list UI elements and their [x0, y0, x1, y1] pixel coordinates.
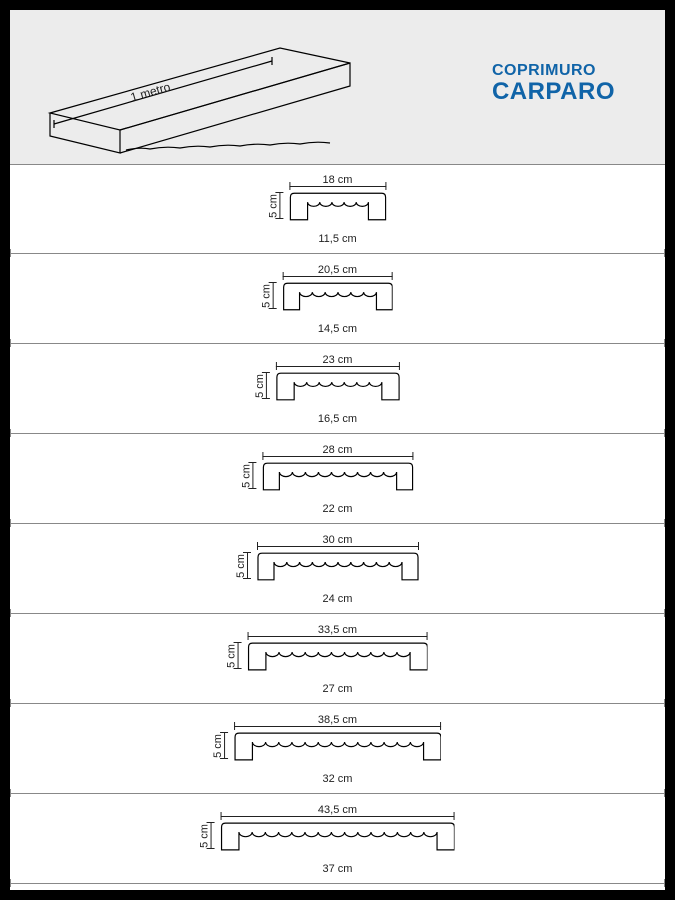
- page-frame: 1 metro COPRIMURO CARPARO 18 cm 5 cm 11,5 …: [10, 10, 665, 890]
- dim-line-top: [289, 186, 386, 187]
- dim-line-top: [262, 456, 413, 457]
- dim-bottom-label: 16,5 cm: [318, 413, 357, 425]
- dim-top-label: 38,5 cm: [318, 714, 357, 726]
- profile-row: 20,5 cm 5 cm 14,5 cm: [10, 254, 665, 344]
- dim-left-label: 5 cm: [225, 644, 237, 668]
- profile-cross-section: [289, 192, 386, 221]
- hero-3d-illustration: [30, 28, 360, 158]
- profile-cross-section: [262, 462, 413, 491]
- row-tick-right: [664, 879, 665, 887]
- header-panel: 1 metro COPRIMURO CARPARO: [10, 10, 665, 164]
- dim-top-label: 23 cm: [323, 354, 353, 366]
- profile-cross-section: [275, 372, 399, 401]
- profile-wrap: 43,5 cm5 cm37 cm: [220, 822, 455, 873]
- dim-bottom-label: 32 cm: [323, 773, 353, 785]
- profile-wrap: 33,5 cm5 cm27 cm: [247, 642, 428, 693]
- dim-bottom-label: 22 cm: [323, 503, 353, 515]
- dim-bottom-label: 11,5 cm: [318, 233, 356, 245]
- dim-top-label: 20,5 cm: [318, 264, 357, 276]
- profile-row: 38,5 cm 5 cm 32 cm: [10, 704, 665, 794]
- profile-rows: 18 cm 5 cm 11,5 cm 20,5 cm 5 cm 14,5 cm 23 cm 5…: [10, 164, 665, 884]
- dim-left-label: 5 cm: [211, 734, 223, 758]
- profile-wrap: 20,5 cm5 cm14,5 cm: [282, 282, 393, 333]
- dim-top-label: 18 cm: [323, 174, 353, 186]
- profile-row: 18 cm 5 cm 11,5 cm: [10, 164, 665, 254]
- profile-cross-section: [234, 732, 442, 761]
- profile-wrap: 38,5 cm5 cm32 cm: [234, 732, 442, 783]
- dim-line-top: [247, 636, 428, 637]
- profile-wrap: 23 cm5 cm16,5 cm: [275, 372, 399, 423]
- dim-bottom-label: 24 cm: [323, 593, 353, 605]
- dim-top-label: 43,5 cm: [318, 804, 357, 816]
- profile-wrap: 18 cm5 cm11,5 cm: [289, 192, 386, 243]
- profile-cross-section: [220, 822, 455, 851]
- dim-line-top: [220, 816, 455, 817]
- dim-left-label: 5 cm: [253, 374, 265, 398]
- dim-top-label: 33,5 cm: [318, 624, 357, 636]
- dim-left-label: 5 cm: [267, 194, 279, 218]
- row-tick-left: [10, 879, 11, 887]
- dim-line-top: [234, 726, 442, 727]
- title-block: COPRIMURO CARPARO: [492, 62, 615, 106]
- profile-cross-section: [257, 552, 419, 581]
- profile-row: 30 cm 5 cm 24 cm: [10, 524, 665, 614]
- profile-row: 28 cm 5 cm 22 cm: [10, 434, 665, 524]
- profile-wrap: 30 cm5 cm24 cm: [257, 552, 419, 603]
- dim-bottom-label: 27 cm: [323, 683, 353, 695]
- dim-left-label: 5 cm: [234, 554, 246, 578]
- dim-line-top: [257, 546, 419, 547]
- dim-left-label: 5 cm: [260, 284, 272, 308]
- dim-left-label: 5 cm: [198, 824, 210, 848]
- dim-top-label: 28 cm: [323, 444, 353, 456]
- profile-cross-section: [282, 282, 393, 311]
- profile-cross-section: [247, 642, 428, 671]
- dim-top-label: 30 cm: [323, 534, 353, 546]
- dim-line-top: [282, 276, 393, 277]
- profile-wrap: 28 cm5 cm22 cm: [262, 462, 413, 513]
- dim-bottom-label: 14,5 cm: [318, 323, 357, 335]
- dim-bottom-label: 37 cm: [323, 863, 353, 875]
- profile-row: 33,5 cm 5 cm 27 cm: [10, 614, 665, 704]
- title-line2: CARPARO: [492, 78, 615, 106]
- dim-left-label: 5 cm: [240, 464, 252, 488]
- dim-line-top: [275, 366, 399, 367]
- profile-row: 23 cm 5 cm 16,5 cm: [10, 344, 665, 434]
- profile-row: 43,5 cm 5 cm 37 cm: [10, 794, 665, 884]
